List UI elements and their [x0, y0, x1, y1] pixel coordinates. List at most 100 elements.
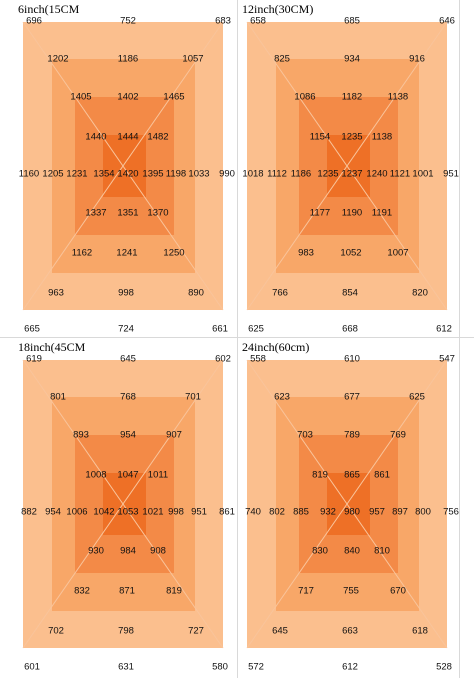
value-ring0-mid-left: 740 — [245, 506, 261, 518]
value-ring3-top-left: 819 — [312, 469, 328, 481]
value-ring1-top-right: 701 — [185, 391, 201, 403]
value-ring1-bottom-left: 766 — [272, 287, 288, 299]
value-ring2-top-center: 1182 — [341, 91, 363, 103]
value-ring2-top-center: 789 — [344, 429, 360, 441]
value-ring2-bottom-right: 1007 — [387, 247, 409, 259]
value-ring1-bottom-left: 963 — [48, 287, 64, 299]
value-ring2-bottom-left: 717 — [298, 585, 314, 597]
value-ring0-bottom-right: 528 — [436, 661, 452, 673]
value-ring0-bottom-right: 661 — [212, 323, 228, 335]
value-ring3-bottom-right: 810 — [374, 545, 390, 557]
value-ring0-mid-left: 882 — [21, 506, 37, 518]
value-ring1-mid-left: 1205 — [42, 168, 64, 180]
value-ring1-mid-right: 1001 — [412, 168, 434, 180]
value-ring0-bottom-center: 724 — [118, 323, 134, 335]
value-ring0-top-right: 646 — [439, 15, 455, 27]
value-ring1-bottom-left: 702 — [48, 625, 64, 637]
value-ring0-bottom-left: 601 — [24, 661, 40, 673]
value-ring1-bottom-left: 645 — [272, 625, 288, 637]
value-ring0-mid-right: 861 — [219, 506, 235, 518]
value-ring3-bottom-left: 830 — [312, 545, 328, 557]
value-ring0-bottom-left: 665 — [24, 323, 40, 335]
value-ring0-top-left: 558 — [250, 353, 266, 365]
value-ring2-mid-right: 897 — [392, 506, 408, 518]
value-ring0-top-right: 602 — [215, 353, 231, 365]
zone-layer-4 — [327, 135, 370, 197]
zone-layer-4 — [327, 473, 370, 535]
value-ring1-mid-left: 954 — [45, 506, 61, 518]
value-ring3-top-center: 1444 — [117, 131, 139, 143]
panel-18inch: 18inch(45CM 619 645 602 882 861 601 631 580 801 76… — [12, 338, 235, 671]
value-ring2-bottom-center: 1241 — [116, 247, 138, 259]
value-ring2-bottom-center: 871 — [119, 585, 135, 597]
value-ring0-top-right: 683 — [215, 15, 231, 27]
value-ring3-mid-right: 1240 — [366, 168, 388, 180]
value-ring3-top-right: 1011 — [147, 469, 169, 481]
value-center: 980 — [344, 506, 360, 518]
value-ring1-bottom-right: 890 — [188, 287, 204, 299]
value-ring3-top-center: 865 — [344, 469, 360, 481]
value-ring0-top-left: 619 — [26, 353, 42, 365]
panel-title: 12inch(30CM) — [242, 2, 314, 16]
value-ring3-mid-right: 1395 — [142, 168, 164, 180]
panel-24inch: 24inch(60cm) 558 610 547 740 756 572 612 528 623 6… — [236, 338, 459, 671]
value-ring0-bottom-left: 625 — [248, 323, 264, 335]
value-ring1-mid-left: 1112 — [267, 168, 287, 180]
value-ring2-mid-right: 1198 — [165, 168, 187, 180]
value-ring0-mid-right: 756 — [443, 506, 459, 518]
value-center: 1053 — [117, 506, 139, 518]
value-ring3-top-center: 1047 — [117, 469, 139, 481]
value-ring2-top-right: 1465 — [163, 91, 185, 103]
value-ring2-top-left: 893 — [73, 429, 89, 441]
value-ring0-mid-right: 990 — [219, 168, 235, 180]
value-ring1-bottom-center: 998 — [118, 287, 134, 299]
value-ring1-top-center: 1186 — [117, 53, 139, 65]
value-ring3-bottom-left: 1177 — [309, 207, 331, 219]
value-ring1-top-left: 801 — [50, 391, 66, 403]
value-ring2-mid-left: 1006 — [66, 506, 88, 518]
value-ring2-top-center: 1402 — [117, 91, 139, 103]
value-ring0-top-center: 610 — [344, 353, 360, 365]
value-ring2-mid-left: 1231 — [66, 168, 88, 180]
value-ring3-bottom-center: 984 — [120, 545, 136, 557]
value-ring3-bottom-center: 1190 — [341, 207, 363, 219]
value-ring2-top-left: 703 — [297, 429, 313, 441]
value-ring1-top-right: 1057 — [182, 53, 204, 65]
panel-12inch: 12inch(30CM) 658 685 646 1018 951 625 668 612 825… — [236, 0, 459, 333]
value-ring3-mid-left: 932 — [320, 506, 336, 518]
value-ring1-top-center: 768 — [120, 391, 136, 403]
value-ring0-top-right: 547 — [439, 353, 455, 365]
value-ring0-bottom-center: 612 — [342, 661, 358, 673]
value-ring0-top-center: 752 — [120, 15, 136, 27]
value-ring3-bottom-center: 840 — [344, 545, 360, 557]
value-ring2-bottom-left: 983 — [298, 247, 314, 259]
value-ring3-mid-left: 1354 — [93, 168, 115, 180]
value-ring0-bottom-center: 631 — [118, 661, 134, 673]
value-ring3-bottom-center: 1351 — [117, 207, 139, 219]
value-ring3-bottom-right: 1191 — [371, 207, 393, 219]
vertical-divider — [237, 0, 238, 678]
value-ring3-bottom-right: 1370 — [147, 207, 169, 219]
value-ring0-top-left: 658 — [250, 15, 266, 27]
value-ring0-mid-left: 1018 — [242, 168, 264, 180]
value-ring1-bottom-center: 798 — [118, 625, 134, 637]
value-ring3-top-left: 1008 — [85, 469, 107, 481]
value-ring1-bottom-right: 820 — [412, 287, 428, 299]
value-ring2-bottom-left: 832 — [74, 585, 90, 597]
panel-6inch: 6inch(15CM 696 752 683 1160 990 665 724 661 1202 1… — [12, 0, 235, 333]
value-center: 1237 — [341, 168, 363, 180]
value-ring0-bottom-right: 612 — [436, 323, 452, 335]
panel-title: 24inch(60cm) — [242, 340, 310, 354]
value-ring2-bottom-left: 1162 — [71, 247, 93, 259]
value-center: 1420 — [117, 168, 139, 180]
value-ring2-bottom-right: 1250 — [163, 247, 185, 259]
value-ring2-top-right: 907 — [166, 429, 182, 441]
value-ring3-mid-right: 1021 — [142, 506, 164, 518]
value-ring0-top-center: 645 — [120, 353, 136, 365]
value-ring2-mid-left: 885 — [293, 506, 309, 518]
value-ring0-top-center: 685 — [344, 15, 360, 27]
value-ring2-mid-right: 1121 — [389, 168, 411, 180]
value-ring1-top-right: 916 — [409, 53, 425, 65]
value-ring2-bottom-center: 1052 — [340, 247, 362, 259]
value-ring0-top-left: 696 — [26, 15, 42, 27]
